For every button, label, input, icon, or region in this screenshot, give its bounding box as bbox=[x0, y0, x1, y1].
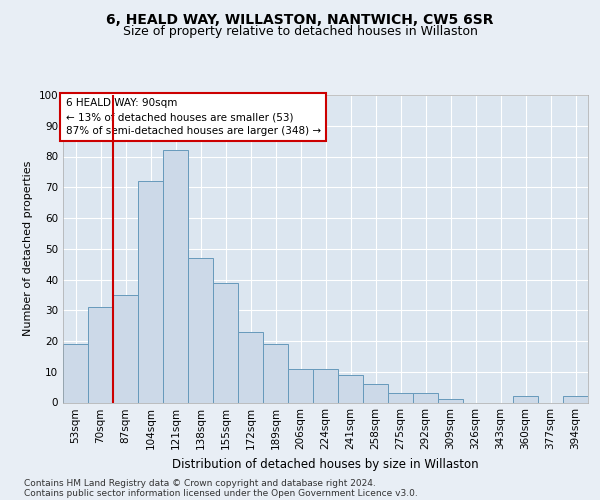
Bar bbox=[313, 368, 338, 402]
Bar bbox=[338, 375, 363, 402]
Text: Contains HM Land Registry data © Crown copyright and database right 2024.: Contains HM Land Registry data © Crown c… bbox=[24, 478, 376, 488]
Bar bbox=[513, 396, 538, 402]
Bar bbox=[263, 344, 288, 403]
Bar bbox=[138, 181, 163, 402]
Text: Size of property relative to detached houses in Willaston: Size of property relative to detached ho… bbox=[122, 25, 478, 38]
Bar bbox=[563, 396, 588, 402]
Bar bbox=[163, 150, 188, 402]
Bar bbox=[113, 295, 138, 403]
Bar bbox=[288, 368, 313, 402]
Bar bbox=[388, 394, 413, 402]
Bar bbox=[363, 384, 388, 402]
Text: 6, HEALD WAY, WILLASTON, NANTWICH, CW5 6SR: 6, HEALD WAY, WILLASTON, NANTWICH, CW5 6… bbox=[106, 12, 494, 26]
Bar bbox=[213, 282, 238, 403]
Bar bbox=[63, 344, 88, 403]
Text: 6 HEALD WAY: 90sqm
← 13% of detached houses are smaller (53)
87% of semi-detache: 6 HEALD WAY: 90sqm ← 13% of detached hou… bbox=[65, 98, 321, 136]
Text: Contains public sector information licensed under the Open Government Licence v3: Contains public sector information licen… bbox=[24, 488, 418, 498]
Bar bbox=[238, 332, 263, 402]
Bar bbox=[413, 394, 438, 402]
Bar bbox=[88, 307, 113, 402]
Bar bbox=[438, 400, 463, 402]
Bar bbox=[188, 258, 213, 402]
X-axis label: Distribution of detached houses by size in Willaston: Distribution of detached houses by size … bbox=[172, 458, 479, 471]
Y-axis label: Number of detached properties: Number of detached properties bbox=[23, 161, 33, 336]
